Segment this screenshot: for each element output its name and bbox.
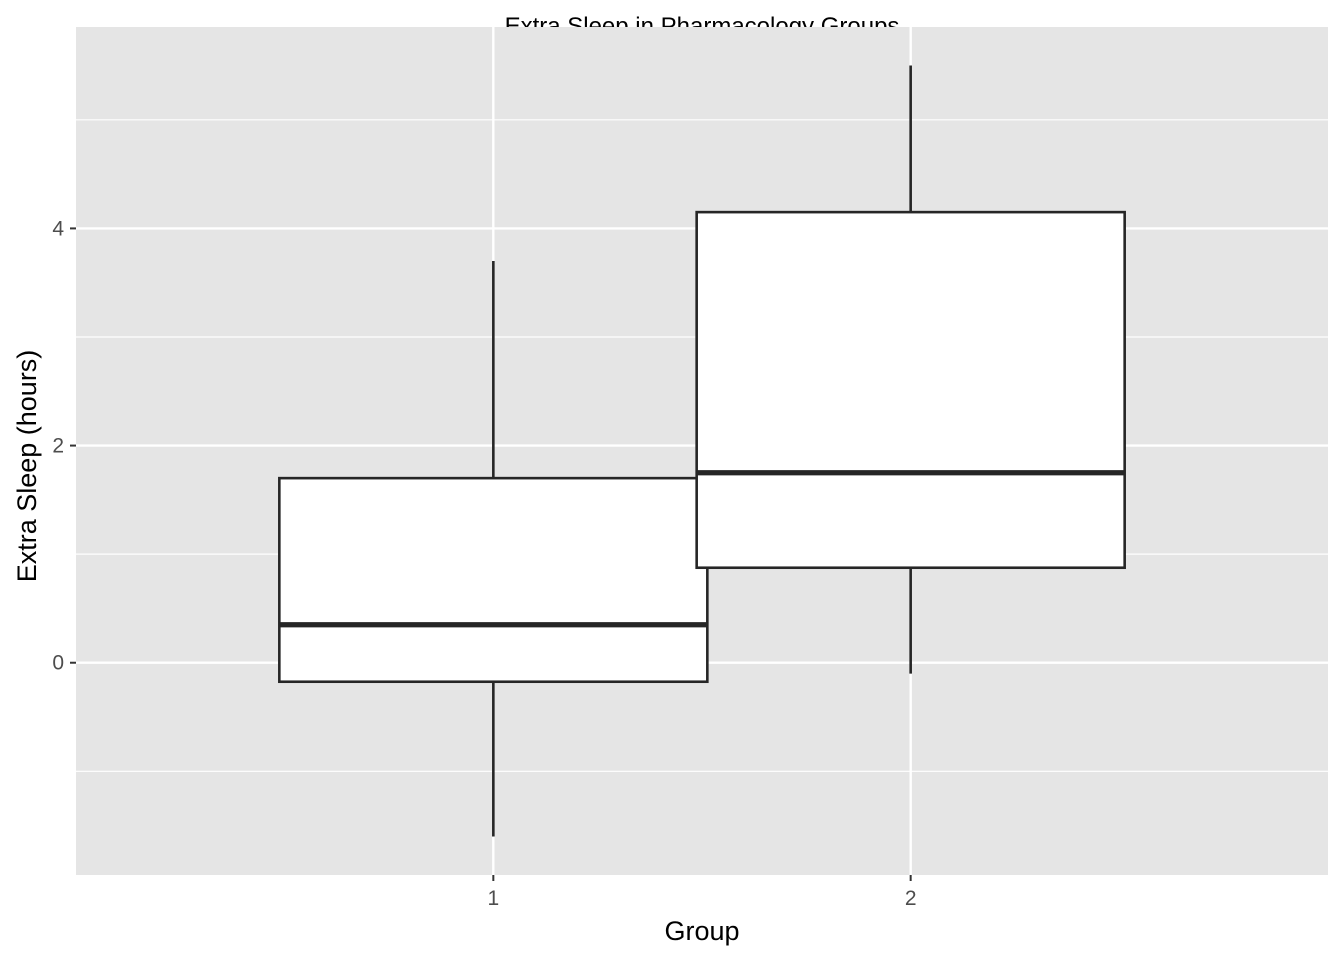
x-axis-label: Group bbox=[664, 916, 739, 946]
y-axis-label: Extra Sleep (hours) bbox=[12, 350, 42, 583]
y-tick-label: 4 bbox=[52, 217, 64, 240]
axes: 0 2 4 1 2 bbox=[52, 217, 916, 910]
box-iqr bbox=[695, 210, 1126, 570]
x-tick-label: 1 bbox=[487, 887, 499, 910]
y-tick-label: 2 bbox=[52, 435, 64, 458]
box-iqr bbox=[278, 476, 709, 684]
boxes bbox=[278, 65, 1126, 837]
box-group-2 bbox=[695, 65, 1126, 674]
y-tick-label: 0 bbox=[52, 652, 64, 675]
x-tick-label: 2 bbox=[905, 887, 917, 910]
box-group-1 bbox=[278, 260, 709, 837]
